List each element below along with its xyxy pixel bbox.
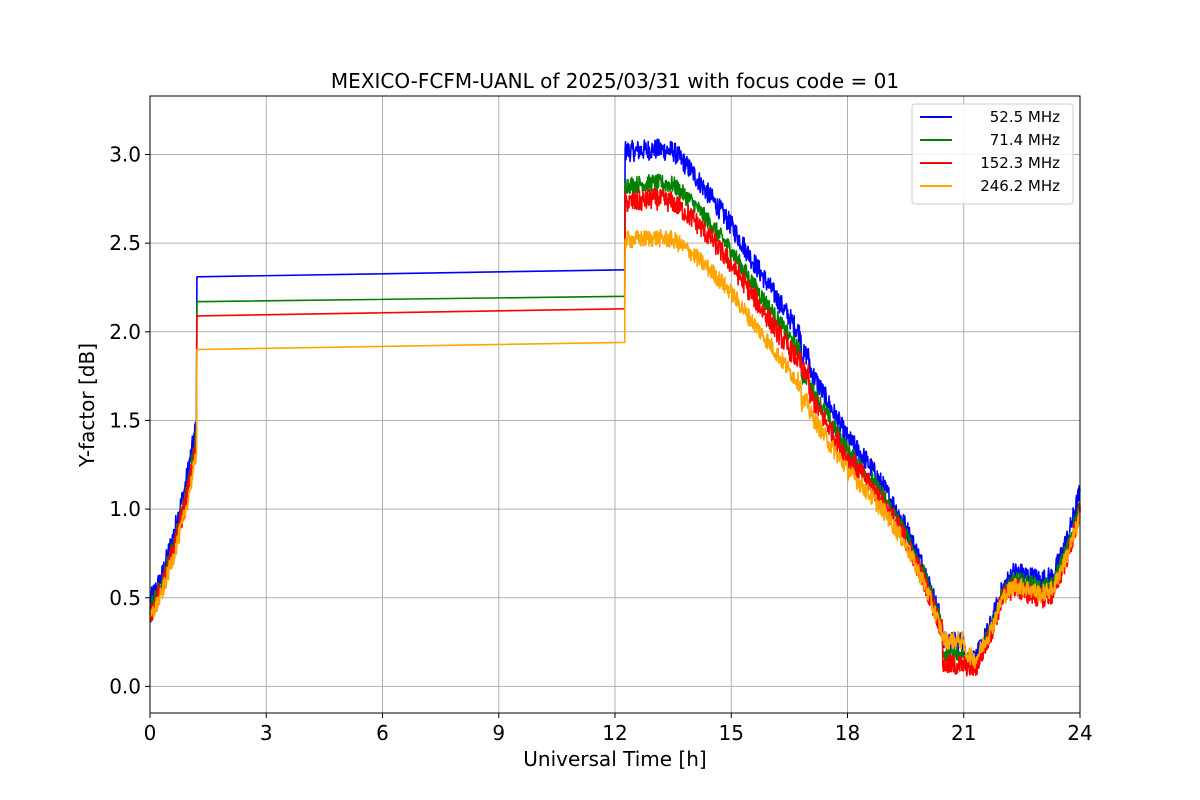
x-tick-label: 6 bbox=[376, 721, 389, 745]
x-tick-label: 12 bbox=[602, 721, 627, 745]
y-axis-label: Y-factor [dB] bbox=[75, 343, 99, 468]
legend-entry-label: 71.4 MHz bbox=[990, 131, 1060, 149]
series-line-52-5-mhz bbox=[149, 138, 1081, 671]
y-tick-label: 0.0 bbox=[109, 674, 141, 698]
legend: 52.5 MHz 71.4 MHz 152.3 MHz 246.2 MHz bbox=[911, 103, 1074, 205]
x-tick-label: 15 bbox=[719, 721, 744, 745]
x-tick-label: 18 bbox=[835, 721, 860, 745]
legend-box bbox=[911, 103, 1074, 205]
chart-title: MEXICO-FCFM-UANL of 2025/03/31 with focu… bbox=[331, 69, 899, 93]
series-layer bbox=[149, 138, 1081, 677]
legend-entry-label: 152.3 MHz bbox=[980, 154, 1060, 172]
series-line-246-2-mhz bbox=[149, 228, 1081, 669]
x-axis-ticks: 0 3 6 9 12 15 18 21 24 bbox=[144, 713, 1093, 745]
x-tick-label: 24 bbox=[1067, 721, 1092, 745]
y-axis-ticks: 0.0 0.5 1.0 1.5 2.0 2.5 3.0 bbox=[109, 143, 150, 698]
y-tick-label: 3.0 bbox=[109, 143, 141, 167]
y-tick-label: 2.5 bbox=[109, 231, 141, 255]
x-tick-label: 0 bbox=[144, 721, 157, 745]
x-tick-label: 3 bbox=[260, 721, 273, 745]
x-tick-label: 21 bbox=[951, 721, 976, 745]
y-tick-label: 0.5 bbox=[109, 586, 141, 610]
y-tick-label: 1.0 bbox=[109, 497, 141, 521]
y-tick-label: 2.0 bbox=[109, 320, 141, 344]
y-tick-label: 1.5 bbox=[109, 408, 141, 432]
x-axis-label: Universal Time [h] bbox=[523, 747, 706, 771]
legend-entry-label: 52.5 MHz bbox=[990, 108, 1060, 126]
x-tick-label: 9 bbox=[492, 721, 505, 745]
legend-entry-label: 246.2 MHz bbox=[980, 177, 1060, 195]
